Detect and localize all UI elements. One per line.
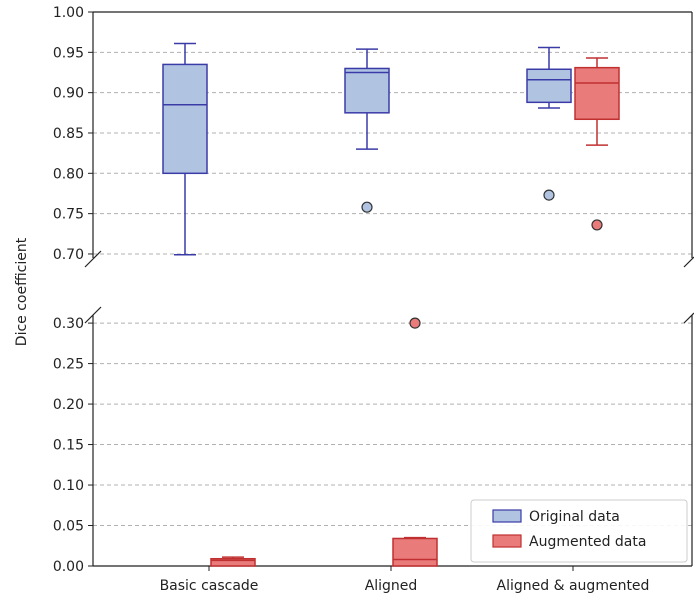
box-body — [574, 66, 620, 121]
upper-tick-label: 0.75 — [53, 207, 84, 223]
box-original — [526, 46, 572, 201]
category-label: Aligned & augmented — [497, 578, 650, 594]
box-original — [344, 48, 390, 213]
legend-label: Augmented data — [529, 534, 646, 550]
upper-tick-label: 1.00 — [53, 5, 84, 21]
box-body — [162, 63, 208, 175]
upper-tick-label: 0.70 — [53, 247, 84, 263]
box-body — [392, 537, 438, 567]
box-augmented — [392, 317, 438, 567]
category-labels: Basic cascade Aligned Aligned & augmented — [160, 566, 650, 594]
lower-tick-label: 0.05 — [53, 519, 84, 535]
upper-tick-label: 0.85 — [53, 126, 84, 142]
lower-tick-label: 0.25 — [53, 357, 84, 373]
legend-frame — [470, 499, 688, 563]
box-original — [162, 42, 208, 256]
outlier-point — [409, 317, 421, 329]
legend-label: Original data — [529, 509, 620, 525]
lower-tick-label: 0.20 — [53, 397, 84, 413]
box-augmented — [574, 57, 620, 231]
box-body — [344, 67, 390, 114]
lower-tick-label: 0.30 — [53, 316, 84, 332]
axis-break-mark — [683, 256, 694, 268]
lower-tick-label: 0.00 — [53, 559, 84, 575]
box-body — [526, 68, 572, 104]
lower-axes: 0.00 0.05 0.10 0.15 0.20 0.25 0.30 — [53, 306, 694, 575]
upper-tick-label: 0.90 — [53, 86, 84, 102]
outlier-point — [361, 201, 373, 213]
lower-tick-label: 0.15 — [53, 438, 84, 454]
upper-tick-label: 0.80 — [53, 166, 84, 182]
box-body — [210, 557, 256, 567]
legend-swatch — [492, 509, 522, 523]
lower-tick-label: 0.10 — [53, 478, 84, 494]
legend-swatch — [492, 534, 522, 548]
axis-break-mark — [84, 306, 102, 324]
box-augmented — [210, 556, 256, 567]
y-axis-label: Dice coefficient — [14, 237, 30, 346]
axis-break-mark — [683, 312, 694, 324]
outlier-point — [543, 189, 555, 201]
box-groups — [162, 42, 620, 567]
legend: Original data Augmented data — [470, 499, 688, 563]
axis-break-mark — [84, 250, 102, 268]
category-label: Aligned — [365, 578, 418, 594]
upper-tick-label: 0.95 — [53, 45, 84, 61]
outlier-point — [591, 219, 603, 231]
category-label: Basic cascade — [160, 578, 259, 594]
